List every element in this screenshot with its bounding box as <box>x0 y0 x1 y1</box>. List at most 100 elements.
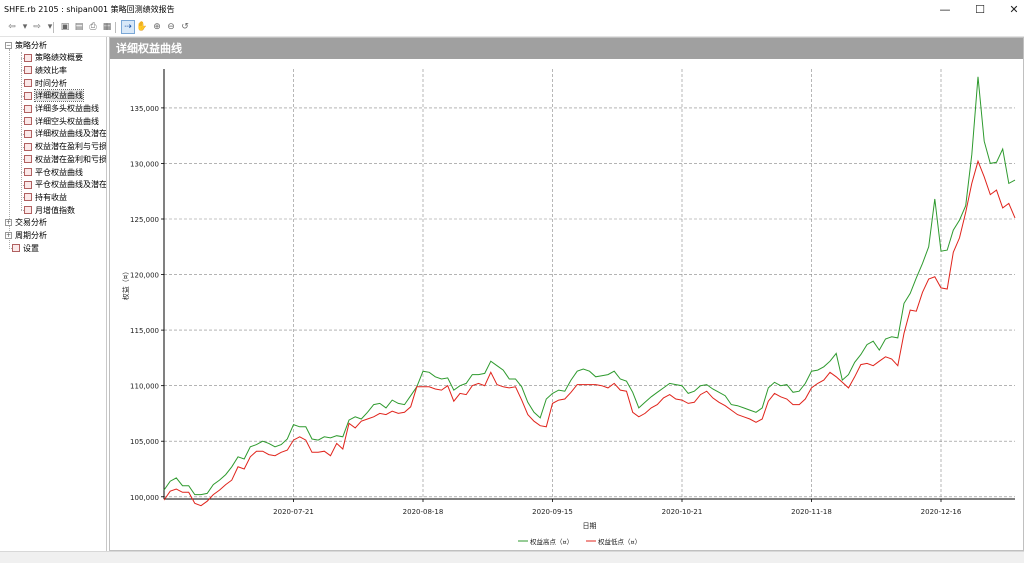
tree-item-label: 时间分析 <box>35 78 67 88</box>
tree-connector <box>21 146 26 148</box>
report-page-icon <box>24 91 32 100</box>
report-page-icon <box>24 129 32 138</box>
tree-item[interactable]: 持有收益 <box>24 191 67 203</box>
y-tick-label: 130,000 <box>130 160 159 168</box>
report-page-icon <box>24 142 32 151</box>
hand-pan-icon[interactable]: ✋ <box>136 22 148 32</box>
save-icon[interactable]: ▣ <box>60 22 70 32</box>
dropdown-icon[interactable]: ▾ <box>47 22 53 32</box>
tree-item-label: 交易分析 <box>15 218 47 228</box>
tree-item-label: 平仓权益曲线 <box>35 167 83 177</box>
report-page-icon <box>24 155 32 164</box>
tree-item-label: 持有收益 <box>35 192 67 202</box>
tree-item-label: 策略分析 <box>15 40 47 50</box>
x-tick-label: 2020-12-16 <box>921 508 962 516</box>
tree-connector <box>21 197 26 199</box>
tree-connector <box>21 108 26 110</box>
y-tick-label: 110,000 <box>130 383 159 391</box>
report-page-icon <box>24 168 32 176</box>
tree-connector <box>9 248 14 250</box>
report-page-icon <box>24 66 32 75</box>
tree-item-label: 权益潜在盈利和亏损 <box>35 154 107 164</box>
report-page-icon <box>24 117 32 126</box>
tree-connector <box>21 172 26 173</box>
tree-item[interactable]: + 周期分析 <box>5 230 47 242</box>
tree-connector <box>21 210 26 212</box>
series-line-equity-high <box>163 76 1016 496</box>
window-title: SHFE.rb 2105 : shipan001 策略回测绩效报告 <box>4 5 175 14</box>
collapse-icon[interactable]: − <box>5 41 12 49</box>
x-tick-label: 2020-10-21 <box>662 508 703 516</box>
tree-item[interactable]: 平仓权益曲线 <box>24 166 83 178</box>
tree-connector <box>21 121 26 123</box>
sidebar-tree: < > −策略分析策略绩效概要绩效比率时间分析详细权益曲线详细多头权益曲线详细空… <box>0 37 107 551</box>
pointer-icon[interactable]: ⇢ <box>121 20 135 34</box>
tree-item[interactable]: − 策略分析 <box>5 39 47 51</box>
dropdown-icon[interactable]: ▾ <box>22 22 28 32</box>
status-bar <box>0 551 1024 563</box>
report-panel: 详细权益曲线 100,000 105,000 110,000 115,000 120,0… <box>109 37 1024 551</box>
expand-icon[interactable]: + <box>5 219 12 227</box>
report-page-icon <box>24 104 32 113</box>
tree-connector <box>21 70 26 72</box>
export-icon[interactable]: ▦ <box>102 22 112 32</box>
close-icon: ✕ <box>1009 3 1019 16</box>
back-arrow-icon[interactable]: ⇦ <box>8 22 16 32</box>
close-button[interactable]: ✕ <box>994 0 1024 19</box>
tree-item[interactable]: 详细权益曲线 <box>24 89 84 103</box>
tree-item[interactable]: 详细空头权益曲线 <box>24 115 99 127</box>
y-axis-title: 权益（¤） <box>121 268 130 300</box>
tree-item[interactable]: 月增值指数 <box>24 204 75 216</box>
copy-icon[interactable]: ▤ <box>74 22 84 32</box>
tree-connector <box>21 51 22 211</box>
tree-item[interactable]: 权益潜在盈利和亏损 <box>24 153 107 165</box>
x-tick-label: 2020-09-15 <box>532 508 573 516</box>
tree-item[interactable]: 绩效比率 <box>24 64 67 76</box>
report-page-icon <box>24 180 32 189</box>
tree-item-label: 详细空头权益曲线 <box>35 116 99 126</box>
toolbar: ⇦ ▾ ⇨ ▾ ▣ ▤ ⎙ ▦ ⇢ ✋ ⊕ ⊖ ↺ <box>0 19 1024 37</box>
tree-item[interactable]: 时间分析 <box>24 77 67 89</box>
tree-connector <box>21 83 26 85</box>
maximize-button[interactable]: ☐ <box>960 0 1000 19</box>
toolbar-separator <box>53 22 54 33</box>
zoom-out-icon[interactable]: ⊖ <box>167 22 175 32</box>
tree-item-label: 绩效比率 <box>35 65 67 75</box>
title-bar: SHFE.rb 2105 : shipan001 策略回测绩效报告 — ☐ ✕ <box>0 0 1024 19</box>
report-page-icon <box>24 206 32 215</box>
tree-item-label: 权益潜在盈利与亏损 <box>35 142 107 152</box>
tree-connector <box>21 57 26 59</box>
report-page-icon <box>24 79 32 88</box>
y-tick-label: 120,000 <box>130 272 159 280</box>
equity-curve-chart: 100,000 105,000 110,000 115,000 120,000 125,0… <box>121 69 1016 546</box>
tree-item[interactable]: 详细权益曲线及潜在 <box>24 128 107 140</box>
tree-item-label: 策略绩效概要 <box>35 53 83 63</box>
tree-item-label: 详细权益曲线 <box>34 89 84 103</box>
tree-connector <box>21 159 26 161</box>
tree-item[interactable]: 设置 <box>12 242 39 254</box>
tree-item[interactable]: 权益潜在盈利与亏损 <box>24 141 107 153</box>
panel-title: 详细权益曲线 <box>110 38 1023 59</box>
x-axis-title: 日期 <box>583 522 597 530</box>
tree-connector <box>21 184 26 186</box>
y-tick-label: 125,000 <box>130 216 159 224</box>
tree-item[interactable]: 平仓权益曲线及潜在 <box>24 179 106 191</box>
refresh-icon[interactable]: ↺ <box>181 22 189 32</box>
tree-item[interactable]: 策略绩效概要 <box>24 52 83 64</box>
tree-item[interactable]: + 交易分析 <box>5 217 47 229</box>
tree-item-label: 详细权益曲线及潜在 <box>35 129 107 139</box>
zoom-in-icon[interactable]: ⊕ <box>153 22 161 32</box>
x-tick-label: 2020-07-21 <box>273 508 314 516</box>
expand-icon[interactable]: + <box>5 232 12 239</box>
y-tick-label: 115,000 <box>130 327 159 335</box>
print-icon[interactable]: ⎙ <box>89 22 97 32</box>
tree-item[interactable]: 详细多头权益曲线 <box>24 103 99 115</box>
tree-item-label: 设置 <box>23 243 39 253</box>
toolbar-separator <box>115 22 116 33</box>
minimize-button[interactable]: — <box>925 0 965 19</box>
legend-label: 权益高点（¤） <box>530 537 573 546</box>
x-tick-label: 2020-11-18 <box>791 508 832 516</box>
forward-arrow-icon[interactable]: ⇨ <box>33 22 41 32</box>
report-page-icon <box>24 193 32 202</box>
